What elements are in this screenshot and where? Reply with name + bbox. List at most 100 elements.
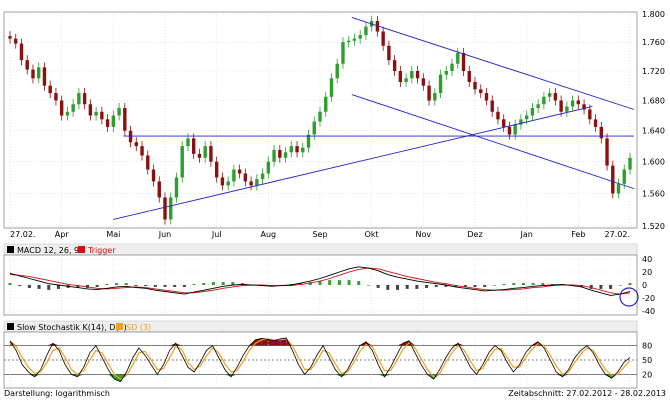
candle-body <box>524 115 529 120</box>
macd-histogram-bar <box>589 285 593 289</box>
macd-histogram-bar <box>231 282 235 285</box>
candle-body <box>169 197 173 220</box>
candle-body <box>203 146 207 158</box>
price-x-tick-label: Apr <box>55 230 70 239</box>
candle-body <box>232 169 236 182</box>
price-x-axis: 27.02. Apr Mai Jun Jul Aug Sep Okt Nov Dez Jan Feb 2… <box>10 230 630 239</box>
candle-body <box>347 40 351 43</box>
price-x-tick-label: Dez <box>467 230 482 239</box>
stoch-y-tick-label: 50 <box>642 356 652 365</box>
macd-histogram-bar <box>56 285 60 289</box>
macd-histogram-bar <box>347 280 351 285</box>
macd-histogram-bar <box>531 283 535 285</box>
candle-body <box>513 124 517 135</box>
candle-body <box>450 63 454 72</box>
price-y-tick-label: 1.800 <box>642 10 665 19</box>
macd-histogram-bar <box>405 285 409 289</box>
stoch-overbought-fill <box>46 343 53 346</box>
candle-body <box>622 169 626 184</box>
macd-histogram-bar <box>357 281 361 285</box>
candle-body <box>59 100 64 116</box>
candle-body <box>605 138 609 166</box>
candle-body <box>192 138 196 154</box>
candle-body <box>82 93 87 105</box>
macd-histogram-bar <box>502 284 506 285</box>
stoch-d-legend-swatch <box>116 323 123 330</box>
macd-histogram-bar <box>512 283 516 285</box>
stoch-oversold-fill <box>378 374 385 377</box>
candle-body <box>117 107 121 116</box>
candle-body <box>502 119 506 127</box>
price-y-tick-label: 1.680 <box>642 97 665 106</box>
trigger-line <box>9 267 631 295</box>
candle-body <box>214 161 219 178</box>
candle-body <box>94 111 98 116</box>
stoch-y-axis: 80 50 20 <box>642 342 652 380</box>
macd-histogram-bar <box>18 285 22 286</box>
candle-body <box>456 52 460 64</box>
price-x-tick-label: Okt <box>365 230 379 239</box>
candle-body <box>352 38 357 41</box>
scale-mode-label: Darstellung: logarithmisch <box>4 389 110 398</box>
price-y-tick-label: 1.640 <box>642 127 665 136</box>
candle-body <box>140 146 144 156</box>
candle-body <box>243 173 248 182</box>
candle-body <box>364 26 368 36</box>
price-panel: 1.800 1.760 1.720 1.680 1.640 1.600 1.560 1.520… <box>3 10 665 239</box>
candle-body <box>146 155 150 170</box>
macd-histogram-bar <box>182 285 186 287</box>
candle-body <box>398 71 403 82</box>
price-x-tick-label: Feb <box>571 230 585 239</box>
trendline <box>351 94 635 190</box>
candle-body <box>381 31 385 46</box>
candle-body <box>19 43 24 61</box>
stochastic-panel: Slow Stochastik K(14), D(3) SD (3) 80 50 2… <box>3 320 652 389</box>
macd-histogram-bar <box>396 285 399 290</box>
candle-body <box>576 100 581 105</box>
candle-body <box>100 111 104 120</box>
candle-body <box>421 78 426 86</box>
price-x-tick-label: Mai <box>106 230 120 239</box>
stoch-overbought-fill <box>451 343 459 346</box>
candle-body <box>111 115 116 127</box>
macd-histogram-bar <box>27 285 31 288</box>
candle-body <box>65 111 70 116</box>
candle-body <box>582 104 586 110</box>
price-x-tick-label: 27.02. <box>605 230 630 239</box>
candle-body <box>255 179 259 186</box>
candle-body <box>295 146 299 153</box>
macd-histogram-bar <box>463 285 467 287</box>
candle-body <box>496 111 500 120</box>
candle-body <box>209 146 213 162</box>
macd-histogram-bar <box>163 285 167 287</box>
macd-histogram-bar <box>609 285 613 289</box>
macd-y-tick-label: -40 <box>642 307 655 316</box>
macd-histogram-bar <box>134 285 138 286</box>
stoch-overbought-fill <box>261 338 268 346</box>
macd-histogram-bar <box>192 284 196 285</box>
candle-body <box>507 126 512 135</box>
macd-histogram-bar <box>337 280 341 285</box>
macd-histogram-bar <box>366 285 370 286</box>
candle-body <box>163 197 167 220</box>
candle-body <box>593 119 598 127</box>
candle-body <box>260 173 265 180</box>
candle-body <box>484 93 489 101</box>
macd-line <box>9 266 631 296</box>
macd-histogram-bar <box>473 285 477 287</box>
price-y-tick-label: 1.560 <box>642 189 665 198</box>
candle-body <box>306 134 311 148</box>
candle-body <box>197 153 202 158</box>
price-x-tick-label: Jul <box>211 230 222 239</box>
candle-body <box>71 104 75 112</box>
candle-body <box>433 93 437 101</box>
macd-histogram-bar <box>328 280 332 285</box>
candle-body <box>186 138 190 147</box>
candle-body <box>88 104 93 116</box>
macd-histogram-bar <box>618 285 622 286</box>
macd-y-tick-label: 0 <box>642 281 647 290</box>
stoch-k-legend-swatch <box>7 323 14 330</box>
candle-body <box>473 81 477 90</box>
candle-body <box>479 89 483 94</box>
candle-body <box>467 71 471 82</box>
